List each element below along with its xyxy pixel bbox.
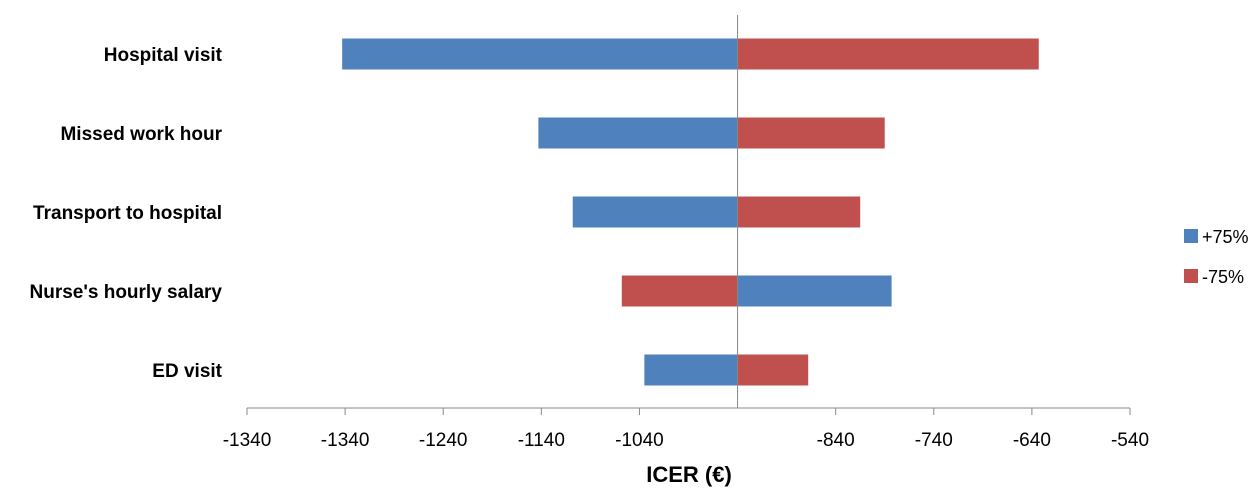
category-label: ED visit (152, 361, 222, 382)
bar-plus75-2 (572, 196, 738, 228)
bar-minus75-1 (737, 117, 885, 149)
x-tick-label: -1340 (321, 430, 370, 451)
category-label: Hospital visit (104, 45, 223, 66)
x-tick-label: -1340 (223, 430, 272, 451)
x-tick-label: -740 (915, 430, 953, 451)
x-axis-title: ICER (€) (646, 462, 732, 487)
bars-layer (342, 38, 1039, 386)
x-axis-ticks: -1340 -1340 -1240 -1140 -1040 -840 -740 -640 -54… (223, 408, 1149, 451)
legend: +75% -75% (1184, 227, 1249, 287)
x-tick-label: -1240 (419, 430, 468, 451)
legend-swatch (1184, 229, 1198, 243)
bar-minus75-4 (737, 354, 809, 386)
x-tick-label: -640 (1013, 430, 1051, 451)
category-labels: Hospital visit Missed work hour Transport … (30, 45, 223, 382)
legend-label: +75% (1202, 227, 1249, 247)
bar-plus75-4 (644, 354, 738, 386)
category-label: Transport to hospital (33, 203, 222, 224)
x-tick-label: -1140 (518, 430, 565, 451)
x-tick-label: -840 (817, 430, 855, 451)
bar-plus75-1 (538, 117, 738, 149)
category-label: Missed work hour (60, 124, 222, 145)
category-label: Nurse's hourly salary (30, 282, 223, 303)
x-tick-label: -1040 (615, 430, 664, 451)
legend-label: -75% (1202, 267, 1244, 287)
bar-minus75-2 (737, 196, 861, 228)
bar-minus75-3 (621, 275, 738, 307)
x-tick-label: -540 (1111, 430, 1149, 451)
legend-swatch (1184, 269, 1198, 283)
bar-plus75-3 (737, 275, 892, 307)
bar-minus75-0 (737, 38, 1039, 70)
bar-plus75-0 (342, 38, 738, 70)
